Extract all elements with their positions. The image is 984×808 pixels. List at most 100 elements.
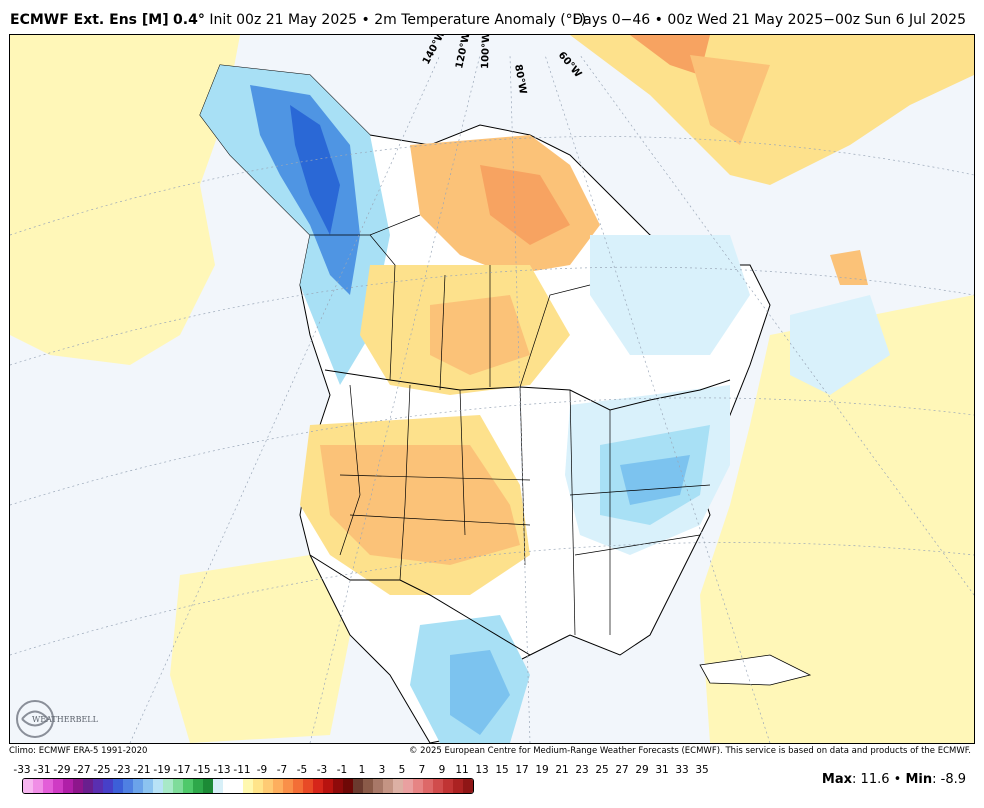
stats-readout: Max: 11.6 • Min: -8.9: [822, 772, 966, 787]
credits-bar: Climo: ECMWF ERA-5 1991-2020 © 2025 Euro…: [9, 746, 975, 758]
colorbar-label: -21: [133, 764, 151, 776]
colorbar-label: -23: [113, 764, 131, 776]
colorbar-label: 21: [555, 764, 569, 776]
colorbar-swatch: [303, 779, 313, 793]
colorbar-swatch: [43, 779, 53, 793]
colorbar-swatch: [413, 779, 423, 793]
colorbar-label: 13: [475, 764, 489, 776]
min-value: : -8.9: [932, 772, 966, 787]
init-time: Init 00z 21 May 2025: [209, 12, 358, 28]
pacific-warm-anomaly-south: [170, 555, 350, 743]
colorbar-label: -33: [13, 764, 31, 776]
prairies-warm-core: [430, 295, 530, 375]
colorbar-label: -17: [173, 764, 191, 776]
colorbar-swatch: [203, 779, 213, 793]
colorbar-swatch: [223, 779, 233, 793]
max-value: : 11.6: [852, 772, 890, 787]
colorbar-swatch: [33, 779, 43, 793]
variable-name: 2m Temperature Anomaly (°F): [374, 12, 587, 28]
map-title: ECMWF Ext. Ens [M] 0.4° Init 00z 21 May …: [10, 12, 586, 28]
greenland-warm-east: [690, 55, 770, 145]
max-label: Max: [821, 772, 853, 787]
title-separator: •: [361, 12, 370, 28]
colorbar-swatch: [453, 779, 463, 793]
colorbar-label: -5: [296, 764, 308, 776]
state-borders: [339, 384, 711, 636]
colorbar-label: 1: [358, 764, 366, 776]
colorbar-swatch: [343, 779, 353, 793]
mexico-cool-core: [450, 650, 510, 735]
colorbar-label: -19: [153, 764, 171, 776]
colorbar-swatch: [333, 779, 343, 793]
colorbar-swatch: [353, 779, 363, 793]
colorbar-swatch: [163, 779, 173, 793]
colorbar-label: 5: [398, 764, 406, 776]
colorbar-label: 35: [695, 764, 709, 776]
colorbar-label: 7: [418, 764, 426, 776]
colorbar-label: 9: [438, 764, 446, 776]
weatherbell-logo: WEATHERBELL: [14, 698, 104, 740]
colorbar-label: 19: [535, 764, 549, 776]
quebec-cool-anomaly: [590, 235, 750, 355]
graticule: [10, 54, 974, 743]
colorbar-swatch: [433, 779, 443, 793]
eastern-cool-core: [620, 455, 690, 505]
colorbar-swatch: [293, 779, 303, 793]
us-mexico-border: [309, 554, 531, 656]
colorbar-swatch: [193, 779, 203, 793]
colorbar-swatch: [253, 779, 263, 793]
colorbar-swatch: [323, 779, 333, 793]
colorbar-swatch: [123, 779, 133, 793]
model-resolution: 0.4°: [173, 12, 205, 28]
colorbar-swatch: [113, 779, 123, 793]
weatherbell-logo-swirl: WEATHERBELL: [16, 700, 99, 738]
colorbar-label: -29: [53, 764, 71, 776]
colorbar-swatch: [463, 779, 473, 793]
stats-separator: •: [893, 772, 902, 787]
colorbar-swatch: [143, 779, 153, 793]
colorbar-label: 23: [575, 764, 589, 776]
colorbar-label: -31: [33, 764, 51, 776]
anomaly-map: 140°W 120°W 100°W 80°W 60°W: [10, 35, 974, 743]
caribbean-islands: [699, 654, 812, 686]
colorbar-labels: -33 -31 -29 -27 -25 -23 -21 -19 -17 -15 -13 -11 -9 -7…: [13, 764, 708, 778]
colorbar-swatch: [383, 779, 393, 793]
climo-credit: Climo: ECMWF ERA-5 1991-2020: [9, 746, 148, 756]
colorbar-swatches: [22, 778, 474, 794]
colorbar-label: -15: [193, 764, 211, 776]
colorbar-swatch: [73, 779, 83, 793]
colorbar-swatch: [23, 779, 33, 793]
colorbar-label: 11: [455, 764, 469, 776]
colorbar-label: 3: [378, 764, 386, 776]
colorbar-label: 25: [595, 764, 609, 776]
model-name: ECMWF Ext. Ens [M]: [10, 12, 169, 28]
atlantic-warm-anomaly: [700, 295, 974, 743]
colorbar-label: 33: [675, 764, 689, 776]
colorbar-swatch: [313, 779, 323, 793]
header: ECMWF Ext. Ens [M] 0.4° Init 00z 21 May …: [0, 0, 984, 34]
colorbar-label: -13: [213, 764, 231, 776]
valid-period: Days 0−46 • 00z Wed 21 May 2025−00z Sun …: [572, 12, 966, 28]
alaska-coldest-core: [290, 105, 340, 235]
colorbar-label: -25: [93, 764, 111, 776]
colorbar-swatch: [373, 779, 383, 793]
colorbar-swatch: [403, 779, 413, 793]
colorbar-label: 31: [655, 764, 669, 776]
copyright-credit: © 2025 European Centre for Medium-Range …: [408, 746, 971, 756]
colorbar-swatch: [53, 779, 63, 793]
colorbar-label: 15: [495, 764, 509, 776]
colorbar-label: -1: [336, 764, 348, 776]
colorbar-swatch: [263, 779, 273, 793]
colorbar-swatch: [93, 779, 103, 793]
colorbar-swatch: [283, 779, 293, 793]
lon-label-80w: 80°W: [512, 64, 528, 95]
canada-warm-core: [480, 165, 570, 245]
colorbar-swatch: [103, 779, 113, 793]
newfoundland-warm: [830, 250, 868, 285]
colorbar-swatch: [393, 779, 403, 793]
colorbar-swatch: [243, 779, 253, 793]
logo-text: WEATHERBELL: [32, 715, 99, 724]
colorbar-label: -11: [233, 764, 251, 776]
min-label: Min: [905, 772, 933, 787]
atlantic-cool-anomaly: [790, 295, 890, 395]
